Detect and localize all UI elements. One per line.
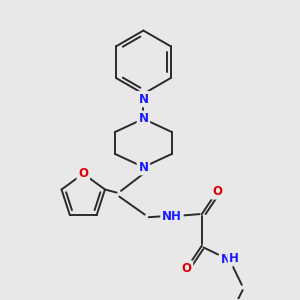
Text: N: N [138,160,148,174]
Text: N: N [138,112,148,125]
Text: N: N [221,253,231,266]
Text: H: H [229,251,239,265]
Text: O: O [182,262,191,275]
Text: N: N [138,93,148,106]
Text: O: O [78,167,88,180]
Text: O: O [212,185,222,198]
Text: NH: NH [162,210,182,223]
